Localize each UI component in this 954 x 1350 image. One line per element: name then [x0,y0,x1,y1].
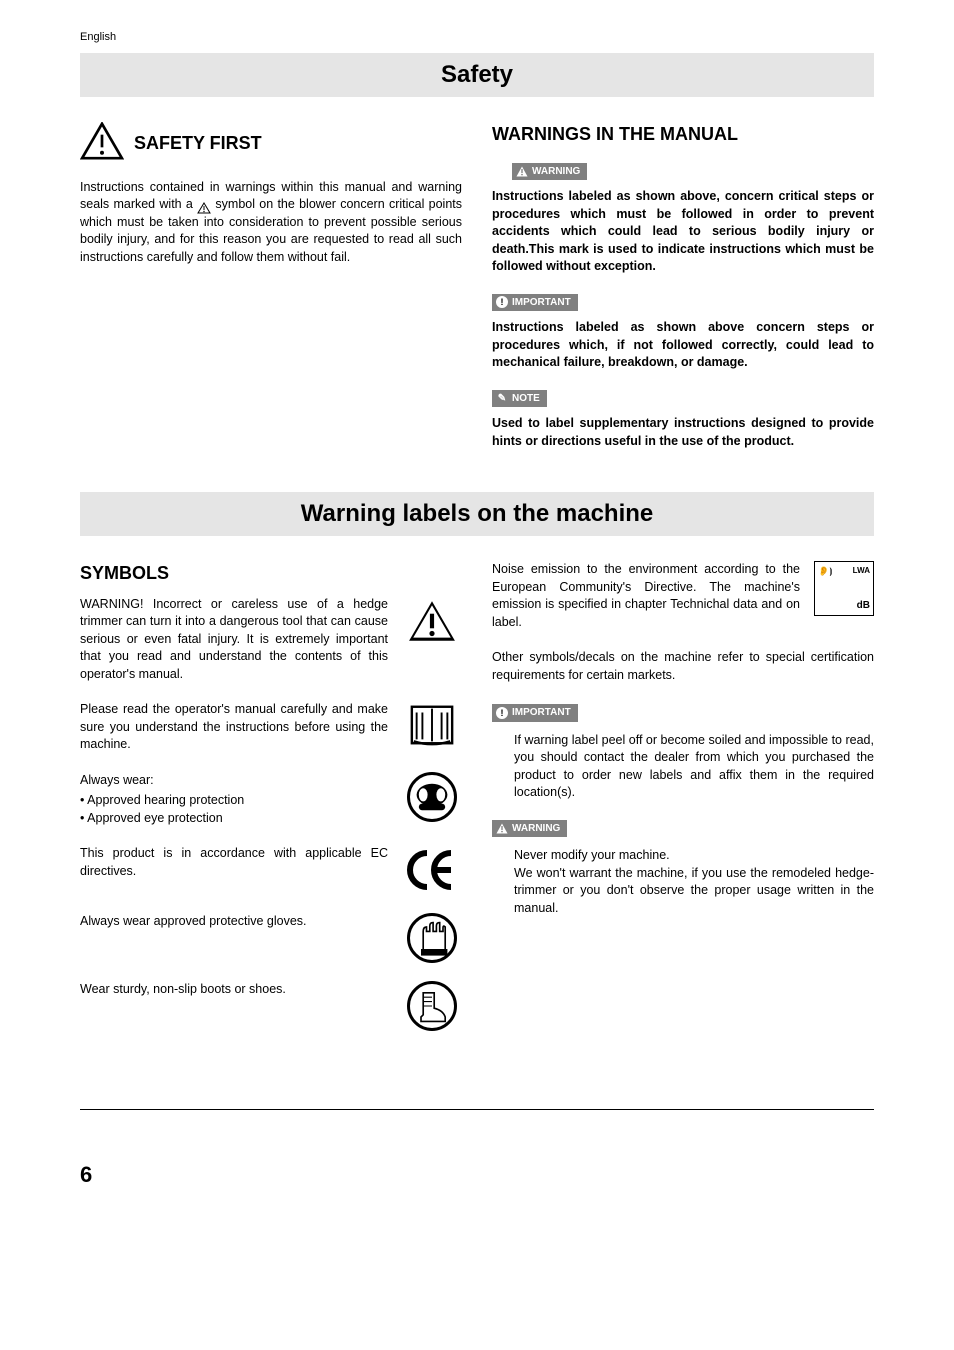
gloves-icon [402,913,462,963]
important-description: Instructions labeled as shown above conc… [492,319,874,372]
page-number: 6 [80,1160,874,1190]
important-pill-icon: ! [496,296,508,308]
warning-pill-label: WARNING [532,165,580,179]
note-pill-icon: ✎ [496,392,508,404]
warning-triangle-icon [402,596,462,646]
warning-pill-icon [496,823,508,835]
symbols-heading: SYMBOLS [80,561,462,585]
boots-icon [402,981,462,1031]
safety-columns: SAFETY FIRST Instructions contained in w… [80,122,874,462]
warning-pill-2: WARNING [492,820,567,838]
right-column-warnings-manual: WARNINGS IN THE MANUAL WARNING Instructi… [492,122,874,462]
important-body-text: If warning label peel off or become soil… [514,732,874,802]
warnings-in-manual-heading: WARNINGS IN THE MANUAL [492,122,874,146]
warning-pill: WARNING [512,163,587,181]
warning-body-1: Never modify your machine. [514,847,874,865]
noise-lwa-label: LWA [853,566,870,577]
note-description: Used to label supplementary instructions… [492,415,874,450]
symbol-row-boots: Wear sturdy, non-slip boots or shoes. [80,981,462,1031]
symbols-columns: SYMBOLS WARNING! Incorrect or careless u… [80,561,874,1049]
language-label: English [80,30,874,45]
important-pill-label-2: IMPORTANT [512,706,571,720]
warning-pill-icon [516,165,528,177]
left-column-safety-first: SAFETY FIRST Instructions contained in w… [80,122,462,462]
important-pill-2: ! IMPORTANT [492,704,578,722]
ppe-item-eye: Approved eye protection [80,810,388,828]
safety-first-heading: SAFETY FIRST [134,131,262,155]
noise-db-label: dB [818,599,870,613]
important-pill-label: IMPORTANT [512,296,571,310]
symbol-ppe-text: Always wear: Approved hearing protection… [80,772,388,828]
note-pill-label: NOTE [512,392,540,406]
symbols-left-column: SYMBOLS WARNING! Incorrect or careless u… [80,561,462,1049]
ear-eye-protection-icon [402,772,462,822]
symbol-boots-text: Wear sturdy, non-slip boots or shoes. [80,981,388,999]
symbol-ce-text: This product is in accordance with appli… [80,845,388,880]
symbols-right-column: Noise emission to the environment accord… [492,561,874,1049]
footer-rule [80,1109,874,1110]
ppe-item-hearing: Approved hearing protection [80,792,388,810]
noise-label-icon: 👂⦘ LWA dB [814,561,874,616]
warning-description: Instructions labeled as shown above, con… [492,188,874,276]
symbol-row-ppe: Always wear: Approved hearing protection… [80,772,462,828]
inline-warning-icon [197,199,211,211]
important-pill: ! IMPORTANT [492,294,578,312]
read-manual-icon [402,701,462,749]
symbol-row-manual: Please read the operator's manual carefu… [80,701,462,754]
warning-triangle-icon [80,122,124,165]
ppe-list: Approved hearing protection Approved eye… [80,792,388,827]
symbol-warning-text: WARNING! Incorrect or careless use of a … [80,596,388,684]
safety-first-body: Instructions contained in warnings withi… [80,179,462,267]
symbol-row-gloves: Always wear approved protective gloves. [80,913,462,963]
warning-pill-label-2: WARNING [512,822,560,836]
symbol-row-noise: Noise emission to the environment accord… [492,561,874,631]
noise-emission-text: Noise emission to the environment accord… [492,561,800,631]
safety-banner: Safety [80,53,874,97]
safety-first-heading-row: SAFETY FIRST [80,122,462,165]
ce-mark-icon [402,845,462,895]
warning-labels-banner: Warning labels on the machine [80,492,874,536]
symbol-row-ce: This product is in accordance with appli… [80,845,462,895]
noise-ear-icon: 👂⦘ [818,565,832,577]
symbol-row-warning: WARNING! Incorrect or careless use of a … [80,596,462,684]
warning-body-2: We won't warrant the machine, if you use… [514,865,874,918]
symbol-gloves-text: Always wear approved protective gloves. [80,913,388,931]
symbol-manual-text: Please read the operator's manual carefu… [80,701,388,754]
important-pill-icon: ! [496,707,508,719]
note-pill: ✎ NOTE [492,390,547,408]
other-symbols-text: Other symbols/decals on the machine refe… [492,649,874,684]
